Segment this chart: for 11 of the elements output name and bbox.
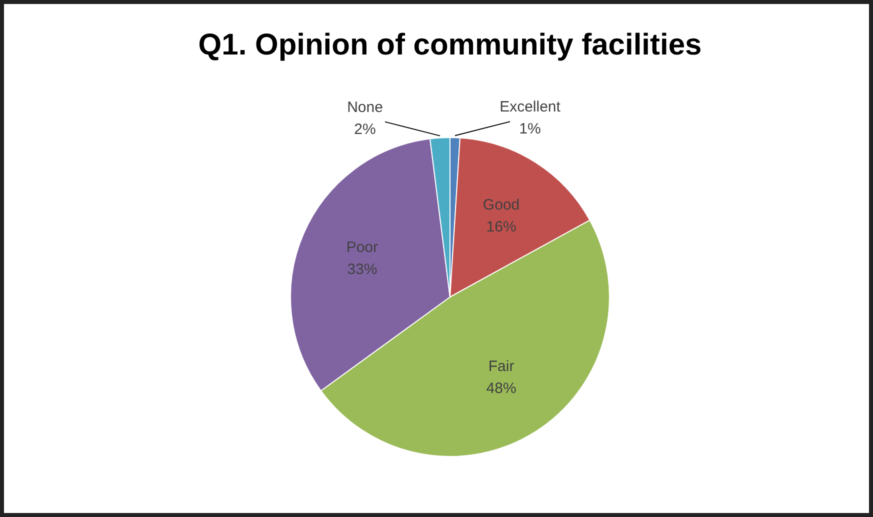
- slice-label: Excellent: [500, 98, 562, 116]
- data-label: 48%: [486, 380, 516, 397]
- slice-label: Good: [482, 196, 520, 214]
- slice-label: Fair: [488, 358, 514, 375]
- data-label: 16%: [486, 218, 516, 236]
- data-label: 2%: [354, 120, 376, 138]
- slice-label: None: [347, 98, 383, 116]
- data-label: 33%: [347, 261, 378, 278]
- slice-label: Poor: [346, 239, 378, 256]
- chart-title: Q1. Opinion of community facilities: [198, 28, 702, 62]
- data-label: 1%: [519, 120, 541, 138]
